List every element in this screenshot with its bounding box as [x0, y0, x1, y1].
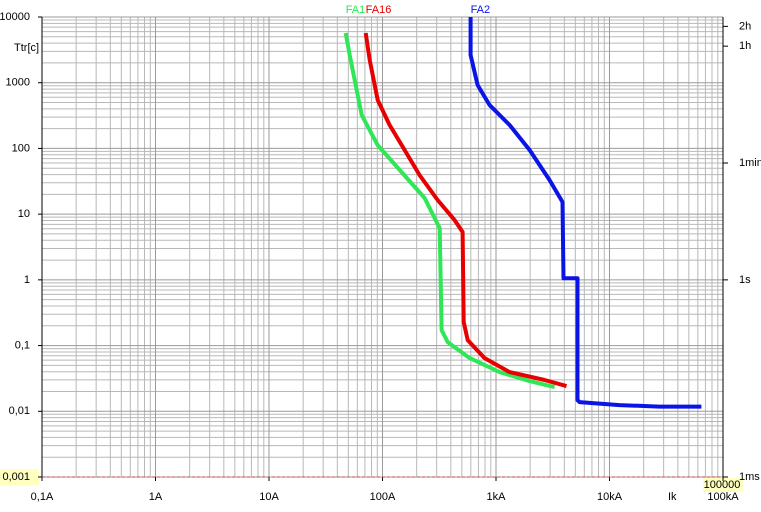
series-line — [343, 32, 556, 390]
grid-layer — [41, 16, 724, 478]
x-tick-label: 1kA — [487, 491, 507, 503]
y2-tick-label: 1h — [739, 40, 751, 52]
x-tick-label: 10A — [259, 491, 279, 503]
x-tick-label: 1A — [149, 491, 163, 503]
cursor-readout-box — [703, 478, 743, 492]
x-tick-label: 0,1A — [31, 491, 54, 503]
x-tick-label: 100kA — [707, 491, 739, 503]
y-tick-label: 0,001 — [2, 471, 30, 483]
y-tick-label: 0,01 — [9, 405, 30, 417]
y-tick-label: 100 — [12, 142, 30, 154]
cursor-readout: 100000 — [704, 479, 741, 491]
y-tick-label: 1 — [24, 274, 30, 286]
series-label: FA16 — [366, 4, 392, 16]
y-axis-title: Ttr[c] — [14, 42, 39, 54]
y-tick-label: 10 — [18, 208, 30, 220]
y2-tick-label: 1s — [739, 274, 751, 286]
series-line — [363, 32, 568, 389]
y-tick-label: 0,1 — [15, 339, 30, 351]
y-tick-label: 1000 — [6, 77, 30, 89]
y2-tick-label: 2h — [739, 20, 751, 32]
series-line — [468, 17, 702, 409]
y2-tick-label: 1ms — [739, 471, 760, 483]
series-label: FA2 — [471, 4, 491, 16]
y2-tick-label: 1min — [739, 157, 761, 169]
x-axis-title: Ik — [668, 491, 677, 503]
cursor-highlight — [0, 469, 39, 485]
x-tick-label: 10kA — [597, 491, 623, 503]
x-tick-label: 100A — [370, 491, 396, 503]
series-label: FA1 — [346, 4, 366, 16]
y-tick-label: 10000 — [0, 11, 30, 23]
